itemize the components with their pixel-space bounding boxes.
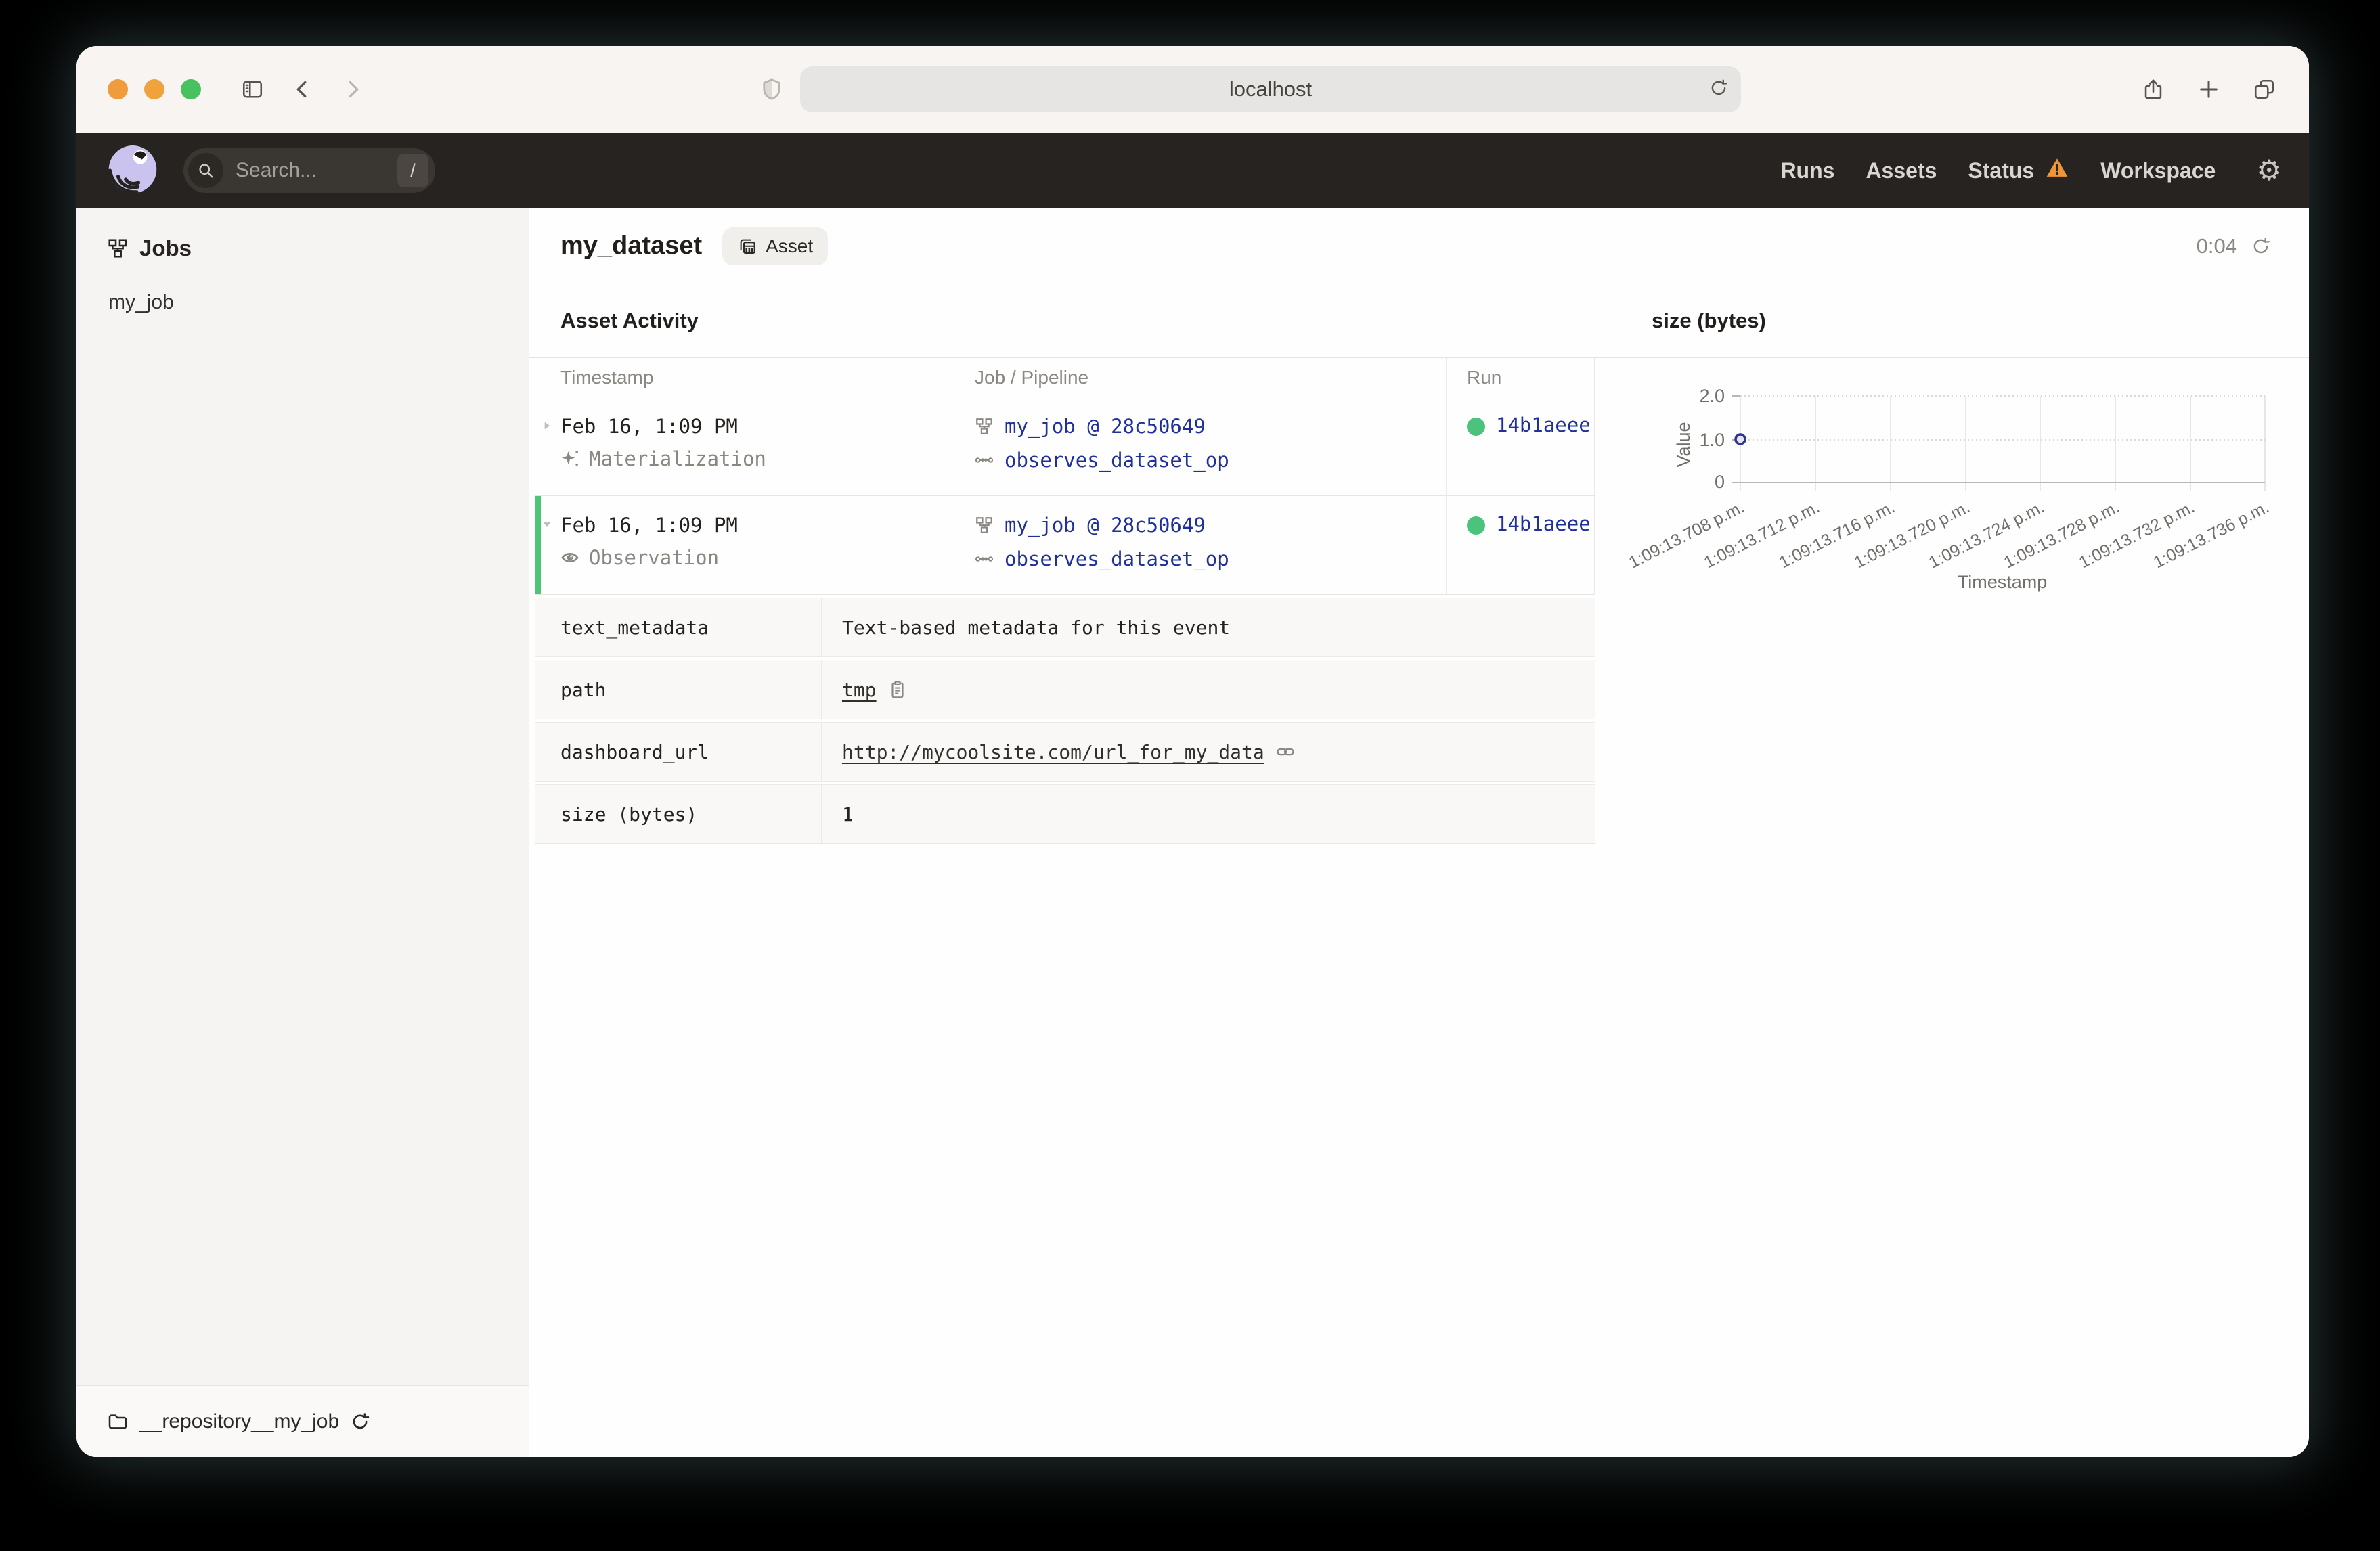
x-axis-label: Timestamp <box>1958 572 2048 592</box>
repository-name: __repository__my_job <box>139 1410 340 1433</box>
chart-title: size (bytes) <box>1618 284 2309 358</box>
asset-activity-panel: Asset Activity Timestamp Job / Pipeline … <box>529 284 1618 1457</box>
metadata-row: path tmp <box>535 660 1595 719</box>
copy-clipboard-icon[interactable] <box>887 679 908 700</box>
table-row[interactable]: Feb 16, 1:09 PM Materialization <box>535 397 1595 496</box>
sidebar-title: Jobs <box>139 235 192 261</box>
sidebar: Jobs my_job __repository__my_job <box>76 208 529 1457</box>
main-content: my_dataset Asset 0:04 Ass <box>529 208 2309 1457</box>
search-shortcut-badge: / <box>397 154 428 187</box>
nav-status[interactable]: Status <box>1968 156 2069 185</box>
url-text: localhost <box>1229 77 1313 101</box>
metadata-key: path <box>560 678 607 701</box>
browser-toolbar: localhost <box>76 46 2309 133</box>
nav-runs[interactable]: Runs <box>1780 158 1835 183</box>
y-tick-label: 1.0 <box>1699 430 1725 450</box>
folder-icon <box>108 1414 127 1429</box>
column-run: Run <box>1447 358 1595 397</box>
event-type: Observation <box>589 546 720 569</box>
nav-workspace[interactable]: Workspace <box>2100 158 2216 183</box>
op-icon <box>975 457 994 463</box>
app-header: Search... / Runs Assets Status Workspace… <box>76 133 2309 208</box>
dagster-logo[interactable] <box>104 141 162 200</box>
run-link[interactable]: 14b1aeee <box>1496 512 1591 535</box>
y-tick-label: 2.0 <box>1699 386 1725 406</box>
reload-page-icon[interactable] <box>1709 78 1729 102</box>
privacy-shield-icon[interactable] <box>758 76 785 103</box>
y-axis-label: Value <box>1673 422 1694 467</box>
size-bytes-chart: 2.0 1.0 0 Value 1:09:13.708 p.m. 1:09:13… <box>1626 386 2272 592</box>
window-controls <box>108 79 201 99</box>
sidebar-toggle-icon[interactable] <box>239 76 266 103</box>
sidebar-item-my-job[interactable]: my_job <box>108 291 174 313</box>
job-link[interactable]: my_job @ 28c50649 <box>1005 415 1206 438</box>
metadata-key: dashboard_url <box>560 740 709 763</box>
event-type: Materialization <box>589 447 766 470</box>
jobs-icon <box>108 239 127 258</box>
refresh-data-icon[interactable] <box>2251 236 2271 256</box>
column-timestamp: Timestamp <box>535 358 954 397</box>
table-header-row: Timestamp Job / Pipeline Run <box>535 358 1595 397</box>
table-row-expanded[interactable]: Feb 16, 1:09 PM Observation <box>535 496 1595 595</box>
op-link[interactable]: observes_dataset_op <box>1005 547 1229 570</box>
observation-icon <box>561 553 579 562</box>
search-icon <box>188 153 223 188</box>
run-link[interactable]: 14b1aeee <box>1496 413 1591 436</box>
browser-window: localhost <box>76 46 2309 1457</box>
address-bar[interactable]: localhost <box>800 66 1741 112</box>
metadata-value: Text-based metadata for this event <box>842 616 1231 639</box>
path-link[interactable]: tmp <box>842 678 877 701</box>
sidebar-jobs-header: Jobs <box>76 208 529 261</box>
asset-tag: Asset <box>722 227 829 265</box>
metadata-row: size (bytes) 1 <box>535 784 1595 844</box>
asset-title-bar: my_dataset Asset 0:04 <box>529 208 2309 284</box>
collapse-caret-icon[interactable] <box>540 518 554 531</box>
metadata-row: dashboard_url http://mycoolsite.com/url_… <box>535 722 1595 782</box>
search-placeholder: Search... <box>236 159 317 181</box>
event-timestamp: Feb 16, 1:09 PM <box>560 415 738 438</box>
tab-overview-icon[interactable] <box>2251 76 2278 103</box>
asset-icon <box>740 239 755 254</box>
size-bytes-panel: size (bytes) <box>1618 284 2309 1457</box>
close-window-button[interactable] <box>108 79 128 99</box>
event-timestamp: Feb 16, 1:09 PM <box>560 514 738 537</box>
nav-assets[interactable]: Assets <box>1866 158 1937 183</box>
external-link-icon[interactable] <box>1275 742 1296 762</box>
data-point <box>1734 433 1746 445</box>
job-icon <box>976 517 992 533</box>
refresh-timer: 0:04 <box>2196 233 2237 258</box>
minimize-window-button[interactable] <box>144 79 164 99</box>
run-status-dot <box>1467 418 1485 436</box>
forward-button[interactable] <box>339 76 366 103</box>
op-link[interactable]: observes_dataset_op <box>1005 449 1229 472</box>
asset-tag-label: Asset <box>766 235 814 256</box>
dashboard-url-link[interactable]: http://mycoolsite.com/url_for_my_data <box>842 740 1264 763</box>
settings-gear-icon[interactable]: ⚙ <box>2256 154 2282 187</box>
back-button[interactable] <box>289 76 316 103</box>
asset-activity-heading: Asset Activity <box>529 284 1618 358</box>
metadata-key: size (bytes) <box>560 803 698 826</box>
job-icon <box>976 418 992 434</box>
materialization-icon <box>562 451 578 466</box>
share-icon[interactable] <box>2140 76 2167 103</box>
run-status-dot <box>1467 516 1485 535</box>
column-job-pipeline: Job / Pipeline <box>954 358 1447 397</box>
asset-activity-table: Timestamp Job / Pipeline Run <box>535 358 1595 844</box>
job-link[interactable]: my_job @ 28c50649 <box>1005 514 1206 537</box>
search-input[interactable]: Search... / <box>183 148 435 193</box>
expand-caret-icon[interactable] <box>540 419 554 432</box>
y-tick-label: 0 <box>1715 472 1725 492</box>
top-nav: Runs Assets Status Workspace ⚙ <box>1780 156 2282 185</box>
reload-repository-icon[interactable] <box>350 1412 370 1432</box>
metadata-row: text_metadata Text-based metadata for th… <box>535 598 1595 657</box>
metadata-key: text_metadata <box>560 616 709 639</box>
metadata-value: 1 <box>842 803 854 826</box>
op-icon <box>975 556 994 562</box>
new-tab-icon[interactable] <box>2195 76 2222 103</box>
zoom-window-button[interactable] <box>181 79 201 99</box>
warning-icon <box>2045 156 2069 185</box>
page-title: my_dataset <box>560 231 703 260</box>
sidebar-footer: __repository__my_job <box>76 1385 529 1457</box>
